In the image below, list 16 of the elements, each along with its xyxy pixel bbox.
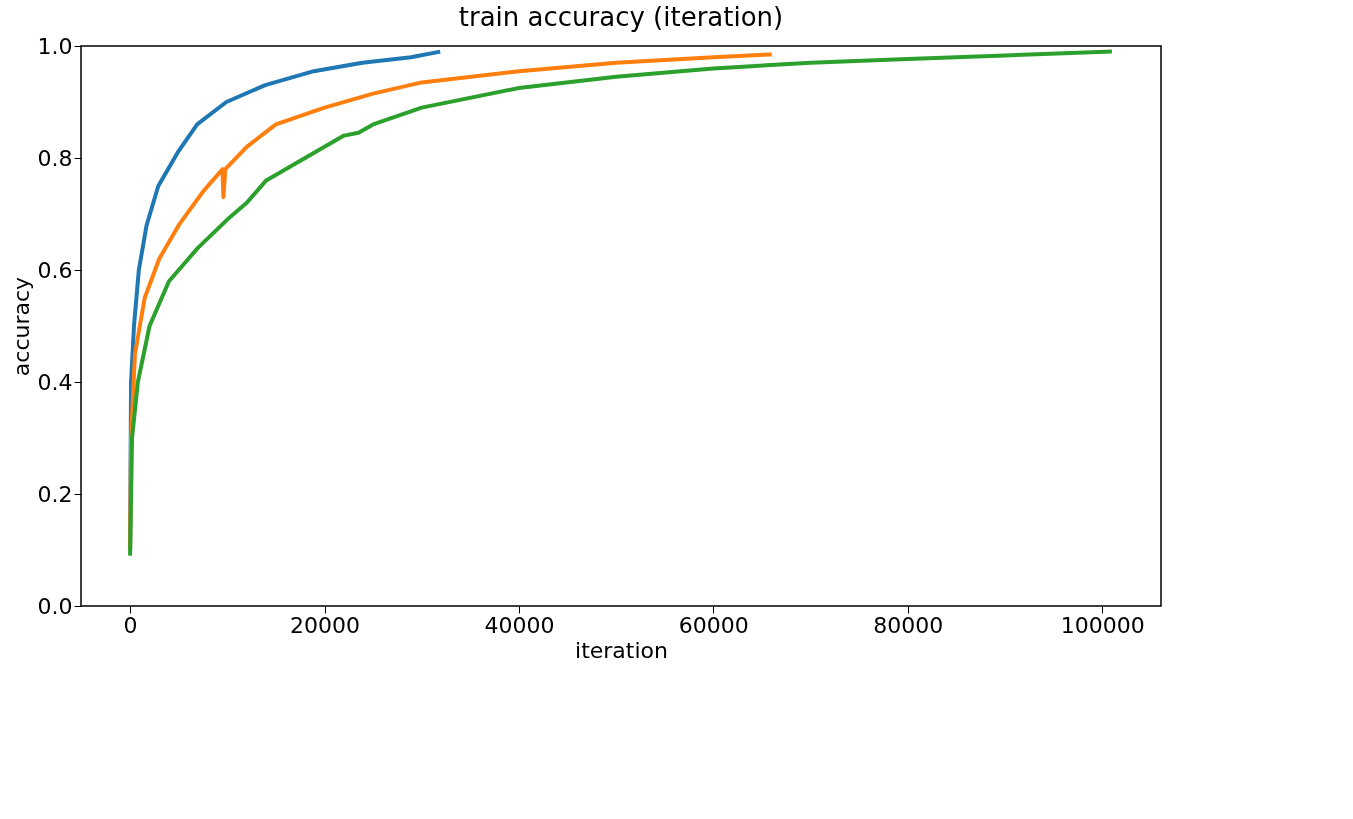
x-tick-label: 20000	[290, 612, 361, 638]
x-tick-label: 100000	[1060, 612, 1145, 638]
y-tick-label: 0.2	[37, 481, 73, 507]
x-axis-title: iteration	[575, 637, 668, 663]
y-tick-label: 0.0	[37, 593, 73, 619]
x-tick-label: 80000	[873, 612, 944, 638]
line-series	[128, 49, 1114, 558]
x-tick-label: 0	[123, 612, 138, 638]
y-tick-label: 0.4	[37, 369, 73, 395]
x-tick-label: 60000	[678, 612, 749, 638]
y-tick-label: 0.8	[37, 145, 73, 171]
y-axis-title: accuracy	[8, 276, 34, 377]
chart-title: train accuracy (iteration)	[458, 2, 784, 32]
y-tick-label: 0.6	[37, 257, 73, 283]
x-tick-label: 40000	[484, 612, 555, 638]
y-tick-label: 1.0	[37, 33, 73, 59]
